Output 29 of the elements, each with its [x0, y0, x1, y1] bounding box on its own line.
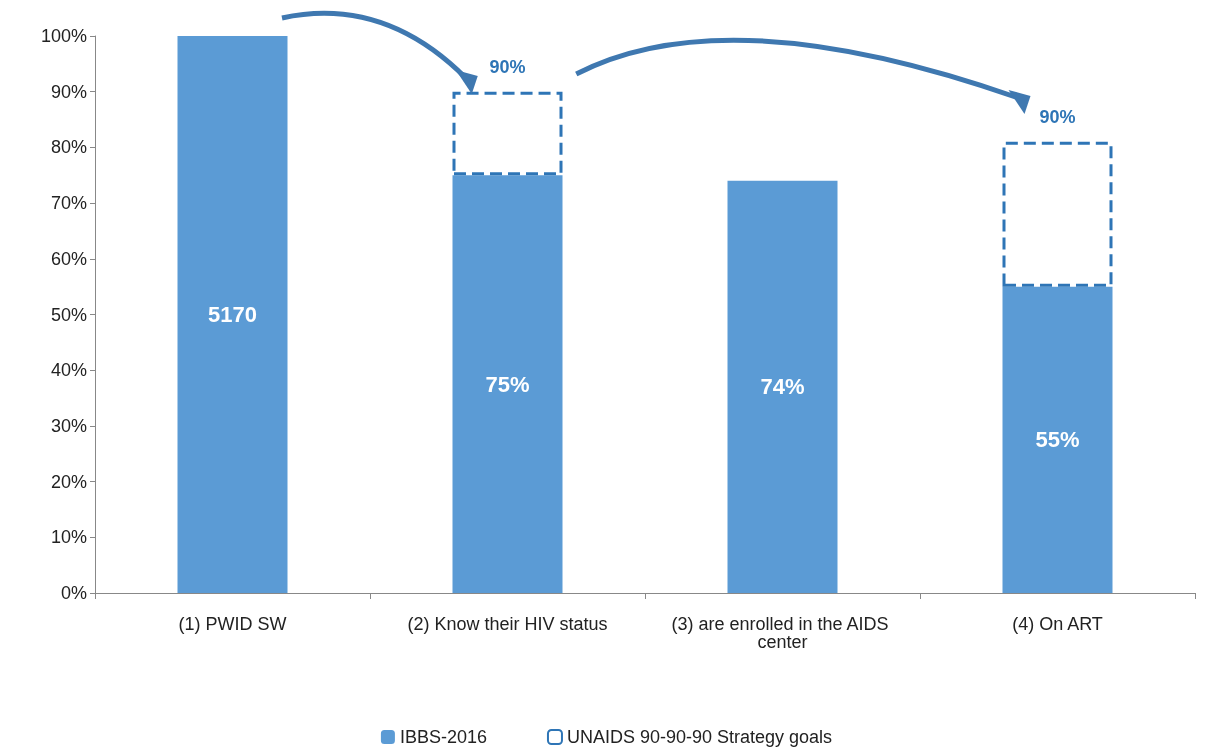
bar: [452, 91, 563, 176]
bar: [177, 36, 288, 593]
bar: [452, 175, 563, 593]
legend-label: IBBS-2016: [399, 727, 487, 747]
annotation: 5170: [208, 302, 257, 327]
legend-label: UNAIDS 90-90-90 Strategy goals: [566, 727, 833, 747]
y-tick-label: 20%: [50, 471, 87, 492]
annotation: 90%: [489, 56, 526, 77]
data-label: 55%: [1035, 427, 1080, 453]
y-tick-label: 80%: [50, 137, 87, 158]
y-tick-label: 100%: [40, 26, 87, 46]
y-tick-label: 90%: [50, 81, 87, 102]
bar: [1002, 141, 1113, 287]
y-tick-label: 0%: [60, 583, 87, 603]
bar: [1002, 286, 1113, 593]
x-tick-label: (4) On ART: [1012, 614, 1103, 634]
x-tick-label: (2) Know their HIV status: [407, 614, 608, 634]
x-tick-label: (3) are enrolled in the AIDS center: [671, 614, 894, 652]
y-tick-label: 40%: [50, 360, 87, 381]
y-tick-label: 30%: [50, 415, 87, 436]
bar: [727, 180, 838, 593]
data-label: 74%: [760, 374, 805, 400]
y-tick-label: 60%: [50, 248, 87, 269]
data-label: 75%: [485, 371, 530, 397]
y-tick-label: 10%: [50, 527, 87, 548]
y-tick-label: 50%: [50, 304, 87, 325]
annotation: 90%: [1039, 106, 1076, 127]
x-tick-label: (1) PWID SW: [178, 614, 287, 634]
y-tick-label: 70%: [50, 193, 87, 214]
